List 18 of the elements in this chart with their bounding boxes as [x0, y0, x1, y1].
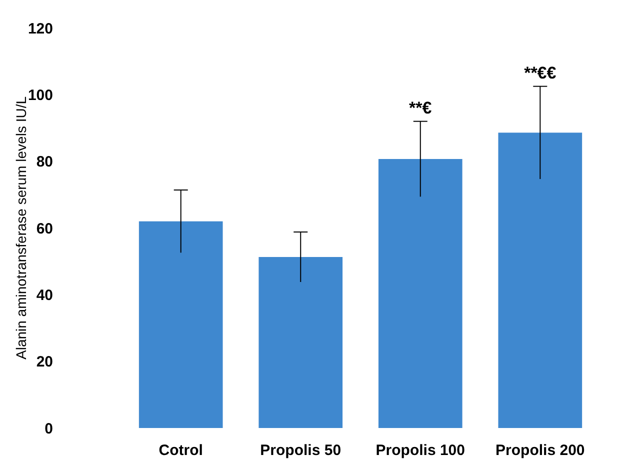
- x-tick-label: Propolis 200: [496, 442, 585, 459]
- x-tick-label: Propolis 50: [260, 442, 342, 459]
- bar: [258, 257, 343, 428]
- y-tick-label: 0: [44, 420, 53, 438]
- y-tick-label: 80: [36, 154, 53, 171]
- bar: [378, 159, 462, 428]
- y-tick-label: 120: [28, 20, 53, 38]
- annotation: **€€: [524, 63, 557, 82]
- annotation: **€: [409, 98, 432, 118]
- y-tick-label: 60: [36, 220, 53, 238]
- y-axis-title: Alanin aminotransferase serum levels IU/L: [13, 96, 29, 360]
- y-tick-label: 40: [36, 286, 53, 304]
- x-tick-label: Cotrol: [158, 442, 203, 459]
- bar: [498, 132, 582, 428]
- y-tick-label: 20: [36, 354, 53, 371]
- x-tick-label: Propolis 100: [376, 442, 465, 459]
- y-tick-label: 100: [28, 86, 53, 104]
- bar: [138, 221, 223, 428]
